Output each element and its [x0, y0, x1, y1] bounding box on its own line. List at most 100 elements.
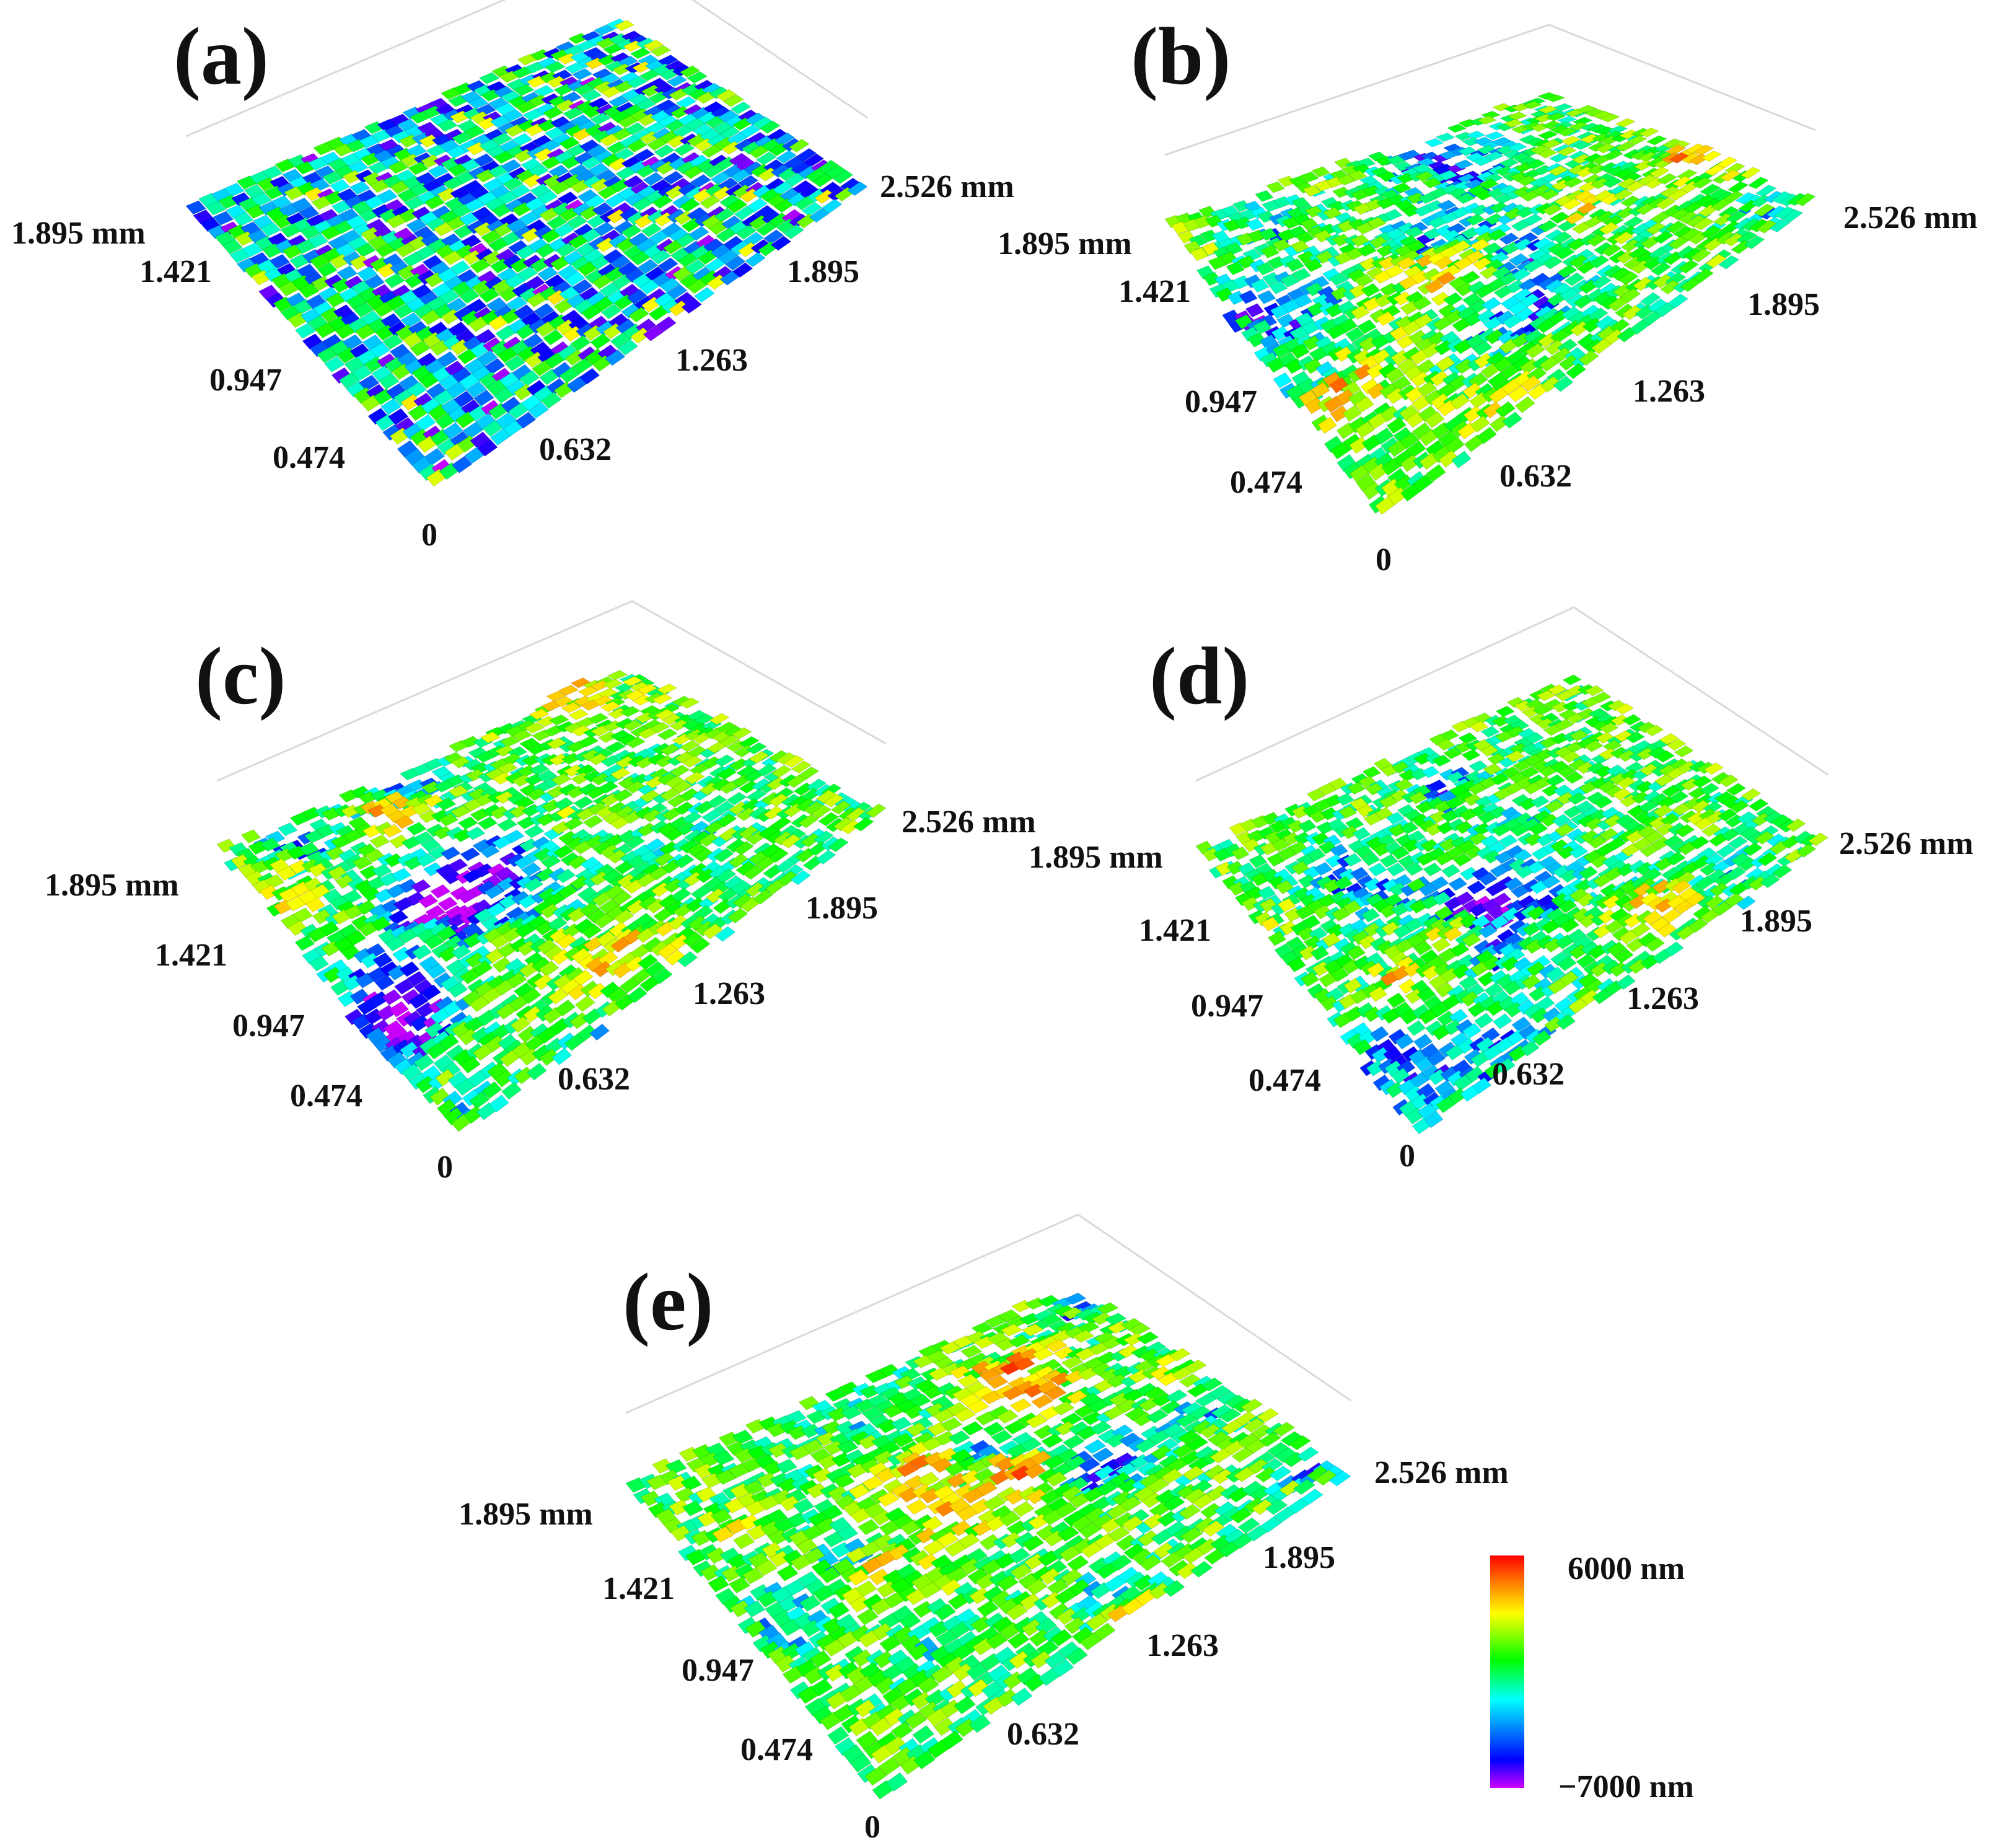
- surface-facet: [555, 242, 577, 258]
- tick-y-1-c: 1.421: [155, 938, 227, 973]
- surface-facet: [1257, 290, 1276, 304]
- surface-facet: [613, 147, 635, 161]
- surface-facet: [550, 180, 571, 195]
- surface-facet: [599, 73, 620, 85]
- surface-facet: [737, 242, 759, 257]
- surface-facet: [631, 61, 653, 74]
- surface-facet: [489, 115, 511, 128]
- surface-facet: [801, 201, 823, 217]
- surface-facet: [724, 255, 746, 271]
- surface-facet: [439, 374, 460, 391]
- surface-facet: [670, 105, 691, 119]
- surface-facet: [387, 408, 409, 426]
- panel-c: (c) 2.526 mm 1.895 1.263 0.632 1.895 mm …: [45, 600, 1036, 1185]
- surface-facet: [726, 198, 748, 213]
- surface-facet: [683, 165, 705, 179]
- surface-facet: [533, 302, 555, 319]
- surface-facet: [538, 139, 560, 153]
- surface-facet: [524, 197, 546, 211]
- surface-facet: [716, 89, 737, 102]
- surface-facet: [524, 275, 546, 291]
- surface-facet: [462, 250, 484, 265]
- surface-facet: [464, 198, 486, 213]
- surface-facet: [648, 230, 670, 245]
- surface-facet: [600, 86, 622, 99]
- surface-facet: [462, 421, 484, 439]
- surface-facet: [385, 214, 407, 229]
- surface-facet: [415, 245, 436, 260]
- surface-facet: [509, 183, 531, 198]
- surface-facet: [410, 111, 431, 124]
- surface-facet: [666, 284, 688, 300]
- surface-facet: [537, 190, 558, 205]
- surface-facet: [466, 381, 487, 398]
- surface-facet: [232, 211, 254, 227]
- surface-facet: [522, 333, 544, 350]
- surface-facet: [515, 411, 537, 429]
- surface-facet: [466, 298, 487, 314]
- surface-facet: [679, 65, 701, 78]
- surface-facet: [507, 402, 529, 420]
- surface-facet: [1495, 705, 1515, 718]
- surface-facet: [1232, 200, 1252, 213]
- surface-facet: [770, 235, 792, 251]
- surface-facet: [739, 124, 761, 138]
- surface-facet: [664, 119, 686, 132]
- surface-facet: [613, 20, 635, 32]
- surface-facet: [360, 394, 382, 412]
- surface-facet: [662, 239, 684, 255]
- surface-facet: [825, 164, 846, 179]
- surface-facet: [650, 45, 672, 57]
- surface-facet: [406, 218, 427, 233]
- surface-facet: [526, 291, 548, 308]
- surface-facet: [311, 275, 332, 291]
- surface-facet: [581, 227, 602, 243]
- surface-facet: [535, 320, 556, 337]
- surface-facet: [662, 170, 684, 185]
- surface-facet: [571, 279, 593, 295]
- surface-facet: [464, 125, 486, 139]
- surface-facet: [1441, 864, 1461, 878]
- surface-facet: [685, 118, 706, 131]
- surface-facet: [400, 312, 422, 328]
- surface-facet: [503, 419, 524, 437]
- surface-facet: [610, 255, 631, 270]
- surface-facet: [342, 334, 363, 351]
- surface-facet: [701, 144, 722, 158]
- surface-facet: [428, 164, 449, 178]
- surface-facet: [504, 354, 525, 372]
- surface-facet: [606, 209, 628, 224]
- surface-facet: [424, 195, 446, 209]
- surface-facet: [437, 118, 458, 132]
- surface-facet: [648, 305, 670, 321]
- tick-y-max-a: 1.895 mm: [11, 216, 146, 251]
- surface-facet: [496, 818, 518, 832]
- surface-facet: [643, 325, 664, 341]
- surface-facet: [528, 164, 550, 178]
- surface-facet: [674, 142, 695, 156]
- surface-facet: [590, 112, 612, 125]
- surface-facet: [832, 169, 854, 184]
- surface-facet: [475, 328, 496, 345]
- surface-facet: [566, 214, 587, 229]
- surface-facet: [710, 171, 732, 185]
- surface-facet: [730, 169, 752, 183]
- surface-facet: [597, 54, 618, 66]
- surface-facet: [464, 446, 486, 464]
- surface-facet: [224, 182, 245, 197]
- surface-facet: [486, 379, 507, 396]
- surface-facet: [734, 205, 755, 221]
- surface-facet: [633, 148, 655, 162]
- panel-b: (b) 2.526 mm 1.895 1.263 0.632 1.895 mm …: [998, 11, 1978, 578]
- surface-facet: [1291, 196, 1310, 209]
- surface-facet: [317, 262, 338, 278]
- surface-facet: [681, 297, 703, 314]
- surface-facet: [568, 234, 589, 249]
- surface-facet: [599, 282, 620, 298]
- surface-facet: [626, 289, 648, 305]
- tick-x-3-d: 0.632: [1492, 1057, 1565, 1092]
- surface-facet: [506, 218, 527, 233]
- surface-facet: [336, 265, 358, 281]
- surface-facet: [783, 156, 804, 170]
- surface-facet: [1446, 123, 1467, 133]
